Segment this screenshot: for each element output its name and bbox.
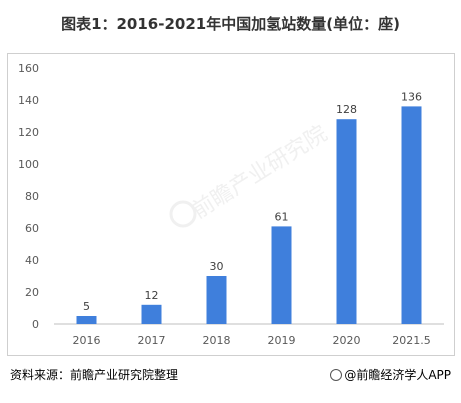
bar-chart: 前瞻产业研究院 0 20 40 60 80 100 120 140 160 5 12 30 61 128… <box>18 62 444 347</box>
data-label: 136 <box>401 90 422 103</box>
y-tick-label: 120 <box>18 126 39 139</box>
y-tick-label: 100 <box>18 158 39 171</box>
chart-title: 图表1：2016-2021年中国加氢站数量(单位：座) <box>61 15 400 33</box>
bar-2017 <box>141 304 162 324</box>
x-tick-label: 2019 <box>268 334 296 347</box>
x-tick-label: 2017 <box>138 334 166 347</box>
source-note: 资料来源：前瞻产业研究院整理 <box>10 368 179 382</box>
y-tick-label: 40 <box>25 254 39 267</box>
y-tick-label: 140 <box>18 94 39 107</box>
y-tick-label: 160 <box>18 62 39 75</box>
data-label: 128 <box>336 103 357 116</box>
bar-2021.5 <box>401 106 422 325</box>
brand-credit: @前瞻经济学人APP <box>330 366 451 383</box>
data-label: 61 <box>275 210 289 223</box>
data-label: 5 <box>83 300 90 313</box>
chart-panel: 前瞻产业研究院 0 20 40 60 80 100 120 140 160 5 12 30 61 128… <box>7 53 455 356</box>
x-tick-label: 2016 <box>73 334 101 347</box>
x-tick-label: 2018 <box>203 334 231 347</box>
data-label: 30 <box>210 260 224 273</box>
y-tick-label: 20 <box>25 286 39 299</box>
x-tick-label: 2021.5 <box>392 334 431 347</box>
bar-2020 <box>336 119 357 324</box>
bar-2019 <box>271 226 292 324</box>
y-tick-label: 60 <box>25 222 39 235</box>
x-tick-label: 2020 <box>333 334 361 347</box>
bar-2018 <box>206 276 227 324</box>
data-label: 12 <box>145 289 159 302</box>
watermark-logo: 前瞻产业研究院 <box>169 121 332 228</box>
bar-2016 <box>76 316 97 324</box>
brand-logo-icon <box>330 369 343 381</box>
y-tick-label: 80 <box>25 190 39 203</box>
brand-text: @前瞻经济学人APP <box>344 368 451 382</box>
y-tick-label: 0 <box>32 318 39 331</box>
watermark-text: 前瞻产业研究院 <box>188 121 332 224</box>
